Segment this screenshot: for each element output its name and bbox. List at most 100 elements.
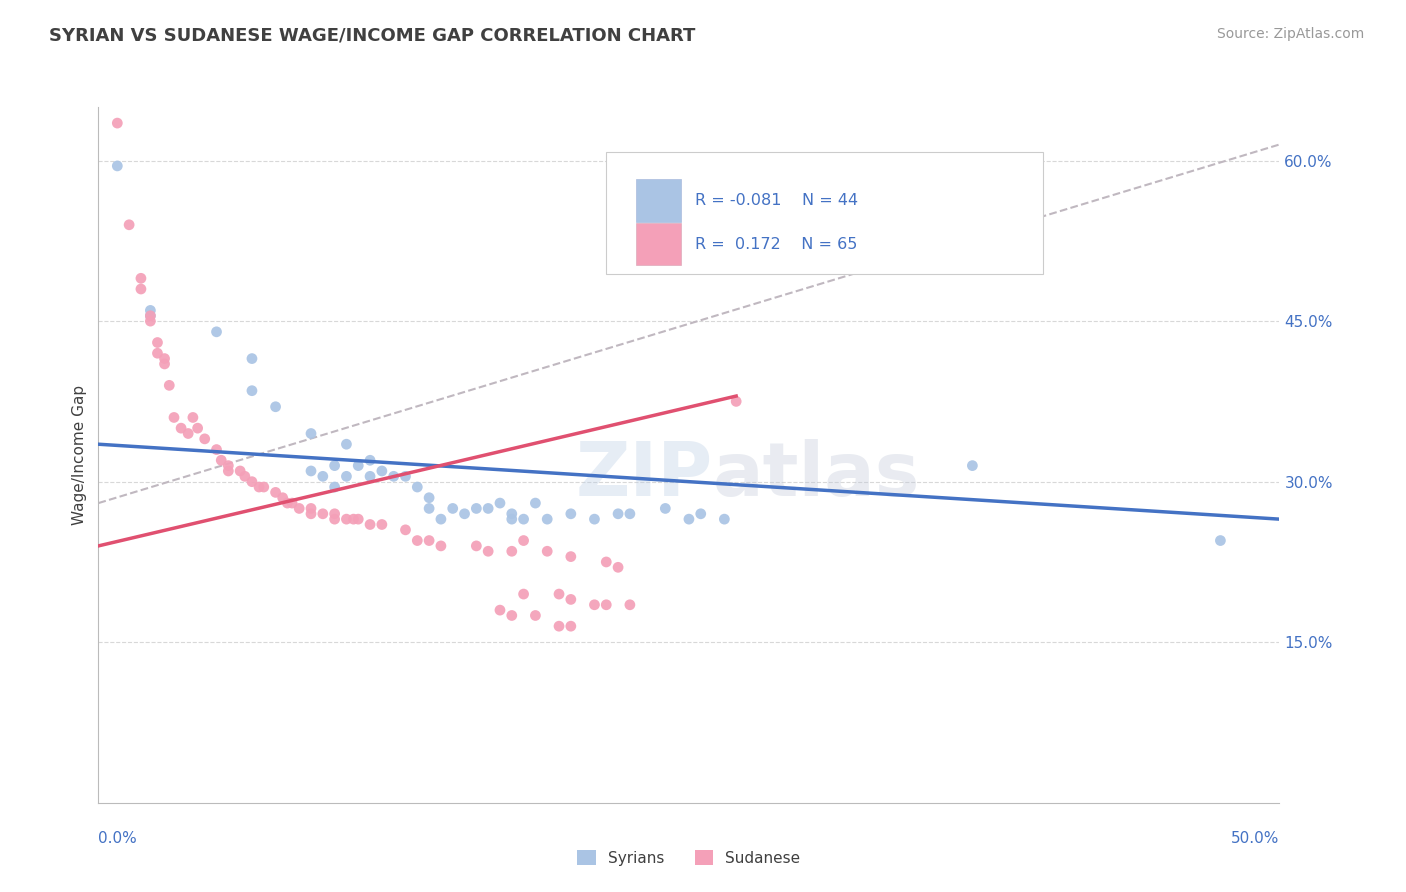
Point [253, 480, 276, 494]
Point [281, 496, 304, 510]
Point [548, 619, 571, 633]
Point [181, 410, 204, 425]
Point [489, 603, 512, 617]
Legend: Syrians, Sudanese: Syrians, Sudanese [571, 844, 807, 871]
Point [619, 598, 641, 612]
Text: R =  0.172    N = 65: R = 0.172 N = 65 [695, 236, 858, 252]
Point [394, 523, 416, 537]
Point [264, 400, 287, 414]
Point [139, 309, 162, 323]
Point [477, 544, 499, 558]
Point [129, 282, 152, 296]
Point [323, 507, 346, 521]
Point [264, 485, 287, 500]
Point [418, 533, 440, 548]
Point [312, 469, 335, 483]
FancyBboxPatch shape [636, 222, 681, 265]
FancyBboxPatch shape [636, 179, 681, 222]
Point [512, 512, 534, 526]
Point [288, 501, 311, 516]
Point [1209, 533, 1232, 548]
Point [477, 501, 499, 516]
Point [465, 501, 488, 516]
Point [323, 480, 346, 494]
Point [146, 346, 169, 360]
Point [689, 507, 711, 521]
Point [323, 512, 346, 526]
Point [359, 469, 381, 483]
Point [394, 469, 416, 483]
Point [962, 458, 984, 473]
Point [217, 464, 239, 478]
Point [713, 512, 735, 526]
Text: 0.0%: 0.0% [98, 830, 138, 846]
Point [465, 539, 488, 553]
Point [299, 426, 322, 441]
Point [418, 491, 440, 505]
Point [524, 496, 547, 510]
Point [595, 598, 617, 612]
Point [240, 475, 263, 489]
FancyBboxPatch shape [606, 153, 1043, 274]
Point [153, 357, 176, 371]
Point [501, 512, 523, 526]
Point [347, 512, 370, 526]
Point [371, 464, 394, 478]
Text: R = -0.081    N = 44: R = -0.081 N = 44 [695, 194, 858, 209]
Point [560, 549, 582, 564]
Point [163, 410, 186, 425]
Point [347, 458, 370, 473]
Point [342, 512, 364, 526]
Point [560, 507, 582, 521]
Point [229, 464, 252, 478]
Y-axis label: Wage/Income Gap: Wage/Income Gap [72, 384, 87, 525]
Text: SYRIAN VS SUDANESE WAGE/INCOME GAP CORRELATION CHART: SYRIAN VS SUDANESE WAGE/INCOME GAP CORRE… [49, 27, 696, 45]
Point [335, 437, 357, 451]
Point [312, 507, 335, 521]
Point [276, 496, 298, 510]
Point [406, 480, 429, 494]
Point [595, 555, 617, 569]
Point [233, 469, 256, 483]
Point [129, 271, 152, 285]
Point [247, 480, 270, 494]
Point [187, 421, 209, 435]
Text: ZIP: ZIP [575, 439, 713, 512]
Point [359, 453, 381, 467]
Point [299, 501, 322, 516]
Text: 50.0%: 50.0% [1232, 830, 1279, 846]
Point [441, 501, 464, 516]
Point [548, 587, 571, 601]
Point [501, 507, 523, 521]
Point [371, 517, 394, 532]
Point [725, 394, 748, 409]
Point [536, 544, 558, 558]
Point [335, 469, 357, 483]
Point [501, 544, 523, 558]
Point [299, 507, 322, 521]
Text: Source: ZipAtlas.com: Source: ZipAtlas.com [1216, 27, 1364, 41]
Point [524, 608, 547, 623]
Point [359, 517, 381, 532]
Point [678, 512, 700, 526]
Point [105, 159, 128, 173]
Point [139, 314, 162, 328]
Point [430, 512, 453, 526]
Point [501, 608, 523, 623]
Point [607, 507, 630, 521]
Point [560, 592, 582, 607]
Point [299, 464, 322, 478]
Point [583, 598, 606, 612]
Point [139, 309, 162, 323]
Text: atlas: atlas [713, 439, 920, 512]
Point [619, 507, 641, 521]
Point [418, 501, 440, 516]
Point [607, 560, 630, 574]
Point [153, 351, 176, 366]
Point [654, 501, 676, 516]
Point [382, 469, 405, 483]
Point [170, 421, 193, 435]
Point [512, 587, 534, 601]
Point [205, 442, 228, 457]
Point [118, 218, 141, 232]
